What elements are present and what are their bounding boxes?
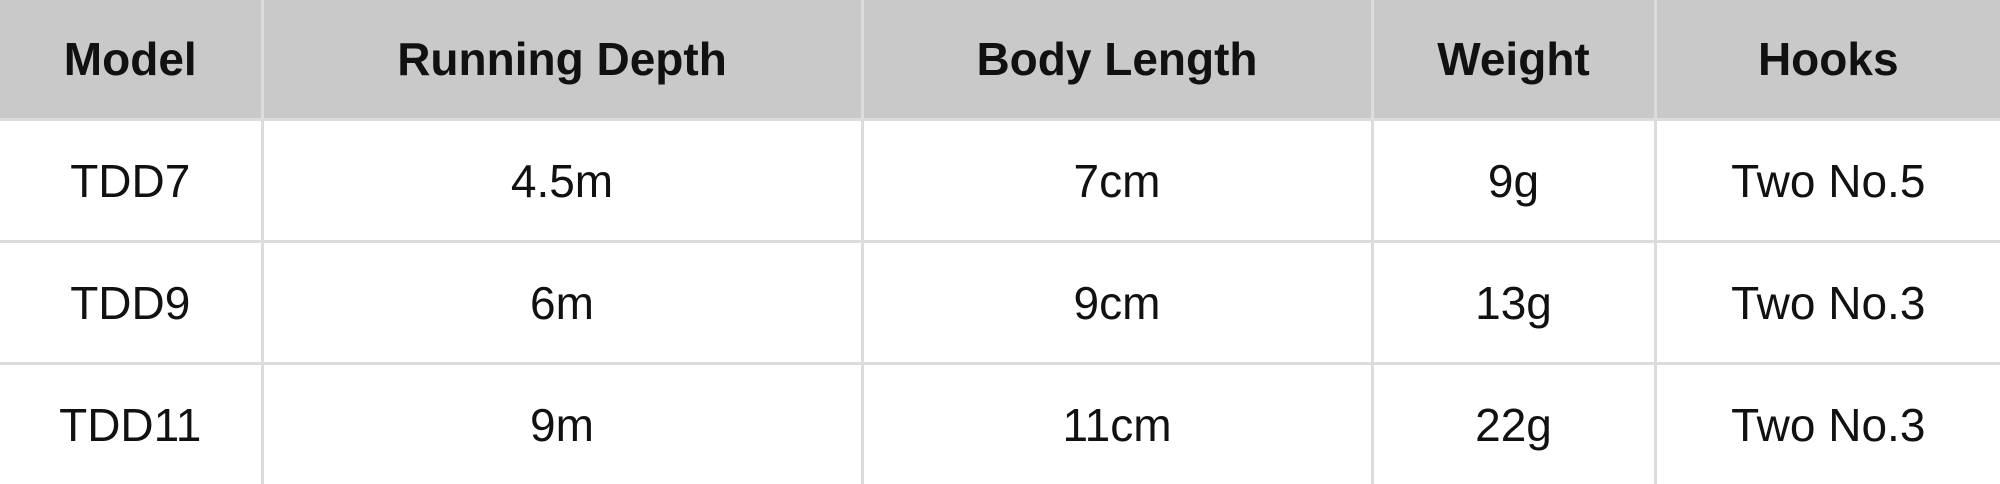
cell-hooks: Two No.3 [1653, 362, 2000, 484]
header-body-length: Body Length [860, 0, 1374, 121]
table-row: TDD9 6m 9cm 13g Two No.3 [0, 240, 2000, 365]
cell-running-depth: 9m [260, 362, 864, 484]
cell-running-depth: 4.5m [260, 118, 864, 243]
cell-running-depth: 6m [260, 240, 864, 365]
cell-weight: 22g [1370, 362, 1657, 484]
cell-hooks: Two No.5 [1653, 118, 2000, 243]
header-model: Model [0, 0, 264, 121]
cell-weight: 13g [1370, 240, 1657, 365]
cell-body-length: 9cm [860, 240, 1374, 365]
table-row: TDD7 4.5m 7cm 9g Two No.5 [0, 118, 2000, 243]
table-row: TDD11 9m 11cm 22g Two No.3 [0, 362, 2000, 484]
cell-model: TDD11 [0, 362, 264, 484]
cell-body-length: 7cm [860, 118, 1374, 243]
cell-body-length: 11cm [860, 362, 1374, 484]
header-running-depth: Running Depth [260, 0, 864, 121]
cell-hooks: Two No.3 [1653, 240, 2000, 365]
cell-model: TDD7 [0, 118, 264, 243]
cell-weight: 9g [1370, 118, 1657, 243]
header-row: Model Running Depth Body Length Weight H… [0, 0, 2000, 121]
cell-model: TDD9 [0, 240, 264, 365]
header-weight: Weight [1370, 0, 1657, 121]
header-hooks: Hooks [1653, 0, 2000, 121]
